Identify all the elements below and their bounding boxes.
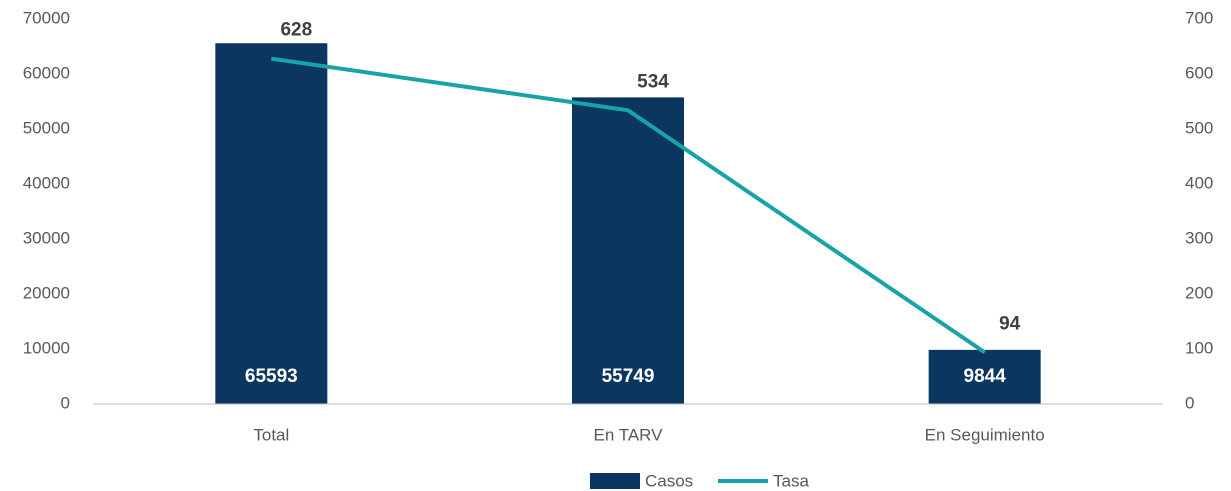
y-tick-label: 30000 bbox=[23, 228, 70, 247]
y2-tick-label: 400 bbox=[1185, 173, 1213, 192]
x-tick-label: En TARV bbox=[594, 425, 664, 444]
y2-tick-label: 700 bbox=[1185, 8, 1213, 27]
line bbox=[271, 56, 986, 354]
y2-tick-label: 100 bbox=[1185, 338, 1213, 357]
y-tick-label: 0 bbox=[61, 393, 70, 412]
bar-value-label: 65593 bbox=[245, 366, 298, 387]
y2-tick-label: 200 bbox=[1185, 283, 1213, 302]
line-value-label: 534 bbox=[637, 71, 669, 92]
x-tick-label: Total bbox=[253, 425, 289, 444]
bar-value-label: 55749 bbox=[602, 366, 655, 387]
y-tick-label: 60000 bbox=[23, 63, 70, 82]
line-value-label: 628 bbox=[280, 20, 312, 41]
y-tick-label: 40000 bbox=[23, 173, 70, 192]
bar bbox=[215, 43, 328, 405]
legend-label: Casos bbox=[645, 471, 693, 490]
bar bbox=[572, 97, 684, 405]
y2-tick-label: 300 bbox=[1185, 228, 1213, 247]
legend-label: Tasa bbox=[773, 471, 809, 490]
y-tick-label: 20000 bbox=[23, 283, 70, 302]
line-value-label: 94 bbox=[999, 313, 1021, 334]
y-tick-label: 70000 bbox=[23, 8, 70, 27]
y2-tick-label: 0 bbox=[1185, 393, 1194, 412]
bar bbox=[928, 349, 1041, 404]
y-tick-label: 50000 bbox=[23, 118, 70, 137]
y2-tick-label: 500 bbox=[1185, 118, 1213, 137]
legend-swatch bbox=[590, 473, 640, 489]
bar-value-label: 9844 bbox=[964, 366, 1007, 387]
y-tick-label: 10000 bbox=[23, 338, 70, 357]
x-tick-label: En Seguimiento bbox=[925, 425, 1045, 444]
y2-tick-label: 600 bbox=[1185, 63, 1213, 82]
